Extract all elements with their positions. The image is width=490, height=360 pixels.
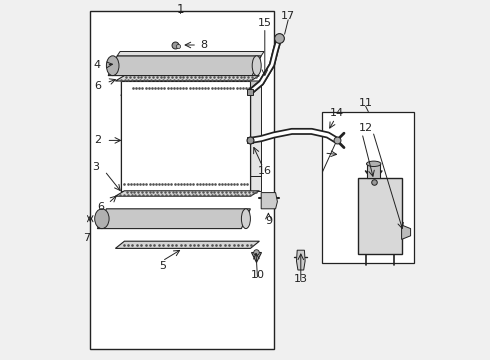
Polygon shape: [121, 81, 261, 95]
Text: 3: 3: [92, 162, 99, 172]
Polygon shape: [116, 241, 259, 248]
Text: 17: 17: [281, 11, 295, 21]
Text: 15: 15: [258, 18, 272, 28]
Polygon shape: [132, 81, 261, 191]
Text: 5: 5: [159, 261, 166, 271]
Text: 6: 6: [94, 81, 101, 91]
Polygon shape: [261, 193, 277, 209]
Polygon shape: [116, 191, 259, 196]
Polygon shape: [296, 250, 305, 270]
Bar: [90, 11, 274, 349]
Polygon shape: [116, 76, 259, 81]
Polygon shape: [117, 51, 264, 56]
Ellipse shape: [252, 56, 261, 76]
Text: 4: 4: [94, 60, 101, 70]
Text: 8: 8: [200, 40, 207, 50]
Bar: [121, 81, 250, 191]
Text: 9: 9: [265, 216, 272, 226]
Text: 11: 11: [359, 98, 372, 108]
Polygon shape: [108, 56, 261, 76]
Polygon shape: [402, 225, 411, 239]
Text: 12: 12: [359, 123, 373, 133]
Text: 7: 7: [83, 233, 90, 243]
Text: 2: 2: [94, 135, 101, 145]
Text: 14: 14: [330, 108, 344, 118]
Bar: [358, 178, 402, 254]
Bar: [322, 112, 414, 263]
Text: 6: 6: [98, 202, 104, 212]
Ellipse shape: [106, 56, 119, 76]
Text: 16: 16: [258, 166, 272, 176]
Text: 13: 13: [294, 274, 308, 284]
Ellipse shape: [95, 209, 109, 229]
Ellipse shape: [367, 161, 381, 166]
Text: 1: 1: [176, 3, 184, 15]
Ellipse shape: [242, 209, 250, 229]
Text: 10: 10: [250, 270, 265, 280]
Polygon shape: [98, 209, 250, 229]
Bar: [368, 164, 380, 178]
